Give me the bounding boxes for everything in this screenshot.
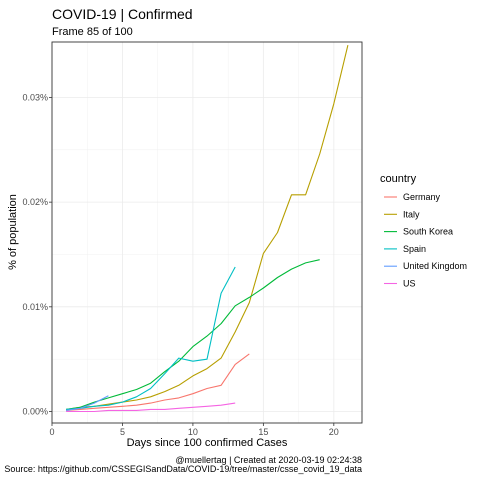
legend-label: United Kingdom <box>403 261 467 271</box>
series-line-south-korea <box>66 259 320 410</box>
caption-credit: @muellertag | Created at 2020-03-19 02:2… <box>175 455 362 465</box>
legend-label: South Korea <box>403 227 453 237</box>
x-tick-label: 10 <box>188 427 198 437</box>
x-tick-label: 15 <box>258 427 268 437</box>
legend-item-south-korea: South Korea <box>384 227 453 237</box>
legend-label: Italy <box>403 209 420 219</box>
series-layer <box>66 44 349 413</box>
legend-item-spain: Spain <box>384 244 426 254</box>
legend-label: Spain <box>403 244 426 254</box>
legend-title: country <box>380 173 417 185</box>
caption-source: Source: https://github.com/CSSEGISandDat… <box>4 464 362 474</box>
series-line-spain <box>66 266 236 410</box>
legend-item-italy: Italy <box>384 209 420 219</box>
y-axis: 0.00% 0.01% 0.02% 0.03% <box>22 92 52 416</box>
series-line-italy <box>66 44 349 410</box>
plot-panel <box>51 41 363 424</box>
legend-label: US <box>403 279 416 289</box>
chart-subtitle: Frame 85 of 100 <box>52 26 133 38</box>
y-tick-label: 0.01% <box>22 302 48 312</box>
x-tick-label: 0 <box>49 427 54 437</box>
x-tick-label: 5 <box>120 427 125 437</box>
series-line-germany <box>66 353 250 411</box>
x-tick-label: 20 <box>329 427 339 437</box>
legend-item-us: US <box>384 279 416 289</box>
plot-background <box>52 42 362 423</box>
y-axis-title: % of population <box>7 194 19 270</box>
y-tick-label: 0.02% <box>22 197 48 207</box>
legend-item-germany: Germany <box>384 192 441 202</box>
y-tick-label: 0.03% <box>22 92 48 102</box>
legend-label: Germany <box>403 192 441 202</box>
chart-title: COVID-19 | Confirmed <box>52 6 193 22</box>
x-axis-title: Days since 100 confirmed Cases <box>127 437 288 449</box>
series-line-us <box>66 402 236 413</box>
x-axis: 0 5 10 15 20 <box>49 423 339 437</box>
plot-border <box>51 41 363 424</box>
legend-item-united-kingdom: United Kingdom <box>384 261 467 271</box>
legend: country Germany Italy South Korea Spain Unit… <box>380 173 467 289</box>
series-line-united-kingdom <box>66 395 109 411</box>
y-tick-label: 0.00% <box>22 406 48 416</box>
